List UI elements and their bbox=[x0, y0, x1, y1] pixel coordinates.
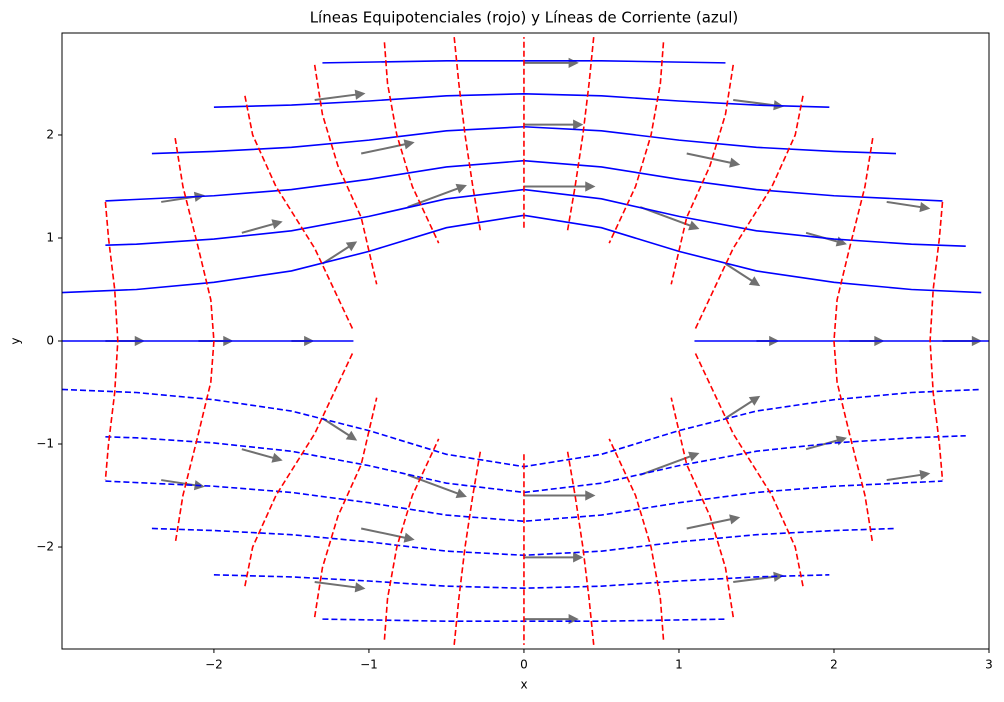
equipotential-line bbox=[608, 438, 665, 640]
y-tick-label: −2 bbox=[36, 540, 54, 554]
equipotential-line bbox=[244, 350, 355, 587]
quiver-arrow bbox=[407, 183, 467, 209]
x-tick-label: 1 bbox=[675, 658, 683, 672]
quiver-arrow bbox=[360, 527, 415, 543]
equipotential-line bbox=[929, 201, 944, 481]
equipotential-line bbox=[453, 37, 482, 232]
x-tick-label: 3 bbox=[985, 658, 993, 672]
x-tick-label: −2 bbox=[205, 658, 223, 672]
equipotential-line bbox=[608, 42, 665, 244]
quiver-arrow bbox=[241, 219, 283, 234]
equipotential-line bbox=[383, 438, 440, 640]
y-tick-label: 1 bbox=[46, 230, 54, 244]
equipotential-line bbox=[566, 37, 595, 232]
equipotential-line bbox=[670, 397, 735, 618]
equipotential-line bbox=[670, 64, 735, 285]
equipotential-line bbox=[104, 201, 119, 481]
quiver-arrow bbox=[523, 552, 584, 563]
quiver-arrow bbox=[360, 139, 415, 155]
equipotential-line bbox=[693, 350, 804, 587]
quiver-arrow bbox=[407, 473, 467, 499]
quiver-arrow bbox=[321, 241, 358, 265]
y-tick-label: 2 bbox=[46, 127, 54, 141]
x-tick-label: −1 bbox=[360, 658, 378, 672]
quiver-arrow bbox=[724, 262, 761, 287]
quiver-arrow bbox=[523, 181, 596, 192]
quiver-arrow bbox=[724, 395, 761, 420]
streamline bbox=[213, 574, 830, 590]
quiver-arrow bbox=[523, 614, 579, 625]
y-tick-label: 0 bbox=[46, 334, 54, 348]
quiver-arrow bbox=[686, 152, 741, 168]
equipotential-line bbox=[383, 42, 440, 244]
quiver-arrow bbox=[686, 514, 741, 530]
quiver-arrow bbox=[886, 200, 931, 213]
equipotential-line bbox=[313, 64, 378, 285]
equipotential-line bbox=[693, 95, 804, 332]
quiver-arrow bbox=[523, 119, 584, 130]
chart-title: Líneas Equipotenciales (rojo) y Líneas d… bbox=[310, 9, 739, 27]
quiver-arrow bbox=[241, 448, 283, 463]
quiver-arrow bbox=[523, 490, 596, 501]
equipotential-line bbox=[174, 137, 215, 545]
equipotential-line bbox=[453, 450, 482, 645]
equipotential-line bbox=[244, 95, 355, 332]
x-tick-label: 2 bbox=[830, 658, 838, 672]
quiver-arrow bbox=[321, 417, 358, 441]
equipotential-line bbox=[313, 397, 378, 618]
y-tick-label: −1 bbox=[36, 437, 54, 451]
y-axis-label: y bbox=[9, 337, 23, 344]
plot-area bbox=[62, 37, 989, 645]
x-axis-label: x bbox=[520, 678, 527, 692]
quiver-arrow bbox=[314, 581, 366, 593]
streamline bbox=[213, 92, 830, 108]
equipotential-line bbox=[833, 137, 874, 545]
x-tick-label: 0 bbox=[520, 658, 528, 672]
quiver-arrow bbox=[314, 89, 366, 101]
equipotential-line bbox=[566, 450, 595, 645]
quiver-arrow bbox=[886, 469, 931, 482]
